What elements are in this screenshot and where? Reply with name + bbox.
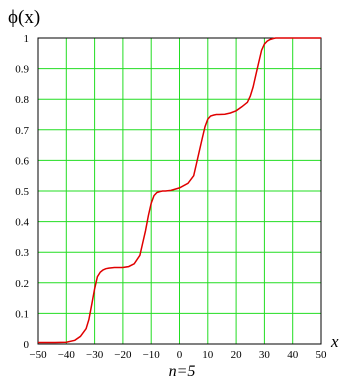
y-tick-label: 0.2: [15, 278, 29, 290]
x-tick-label: −50: [29, 349, 47, 361]
x-tick-label: −30: [86, 349, 104, 361]
y-tick-label: 1: [24, 33, 30, 45]
y-tick-label: 0.5: [15, 186, 29, 198]
y-tick-labels: 0 0.1 0.2 0.3 0.4 0.5 0.6 0.7 0.8 0.9 1: [15, 33, 29, 351]
y-tick-label: 0.8: [15, 94, 29, 106]
x-axis-title: x: [330, 332, 339, 351]
y-tick-label: 0: [24, 339, 30, 351]
x-tick-label: 50: [316, 349, 328, 361]
x-tick-label: −10: [143, 349, 161, 361]
x-tick-label: 20: [231, 349, 243, 361]
y-tick-label: 0.7: [15, 125, 29, 137]
x-tick-label: 30: [259, 349, 271, 361]
y-tick-label: 0.3: [15, 247, 29, 259]
x-tick-labels: −50 −40 −30 −20 −10 0 10 20 30 40 50: [29, 349, 327, 361]
y-axis-title: ϕ(x): [8, 7, 40, 28]
y-tick-label: 0.9: [15, 64, 29, 76]
x-tick-label: −40: [58, 349, 76, 361]
y-tick-label: 0.4: [15, 217, 29, 229]
grid-lines: [37, 37, 322, 345]
x-tick-label: −20: [114, 349, 132, 361]
x-tick-label: 0: [177, 349, 183, 361]
y-tick-label: 0.6: [15, 155, 29, 167]
x-tick-label: 40: [287, 349, 299, 361]
chart-caption: n=5: [169, 363, 196, 380]
series-line: [38, 37, 321, 344]
plot-frame: [37, 37, 322, 345]
x-tick-label: 10: [202, 349, 214, 361]
y-tick-label: 0.1: [15, 308, 29, 320]
